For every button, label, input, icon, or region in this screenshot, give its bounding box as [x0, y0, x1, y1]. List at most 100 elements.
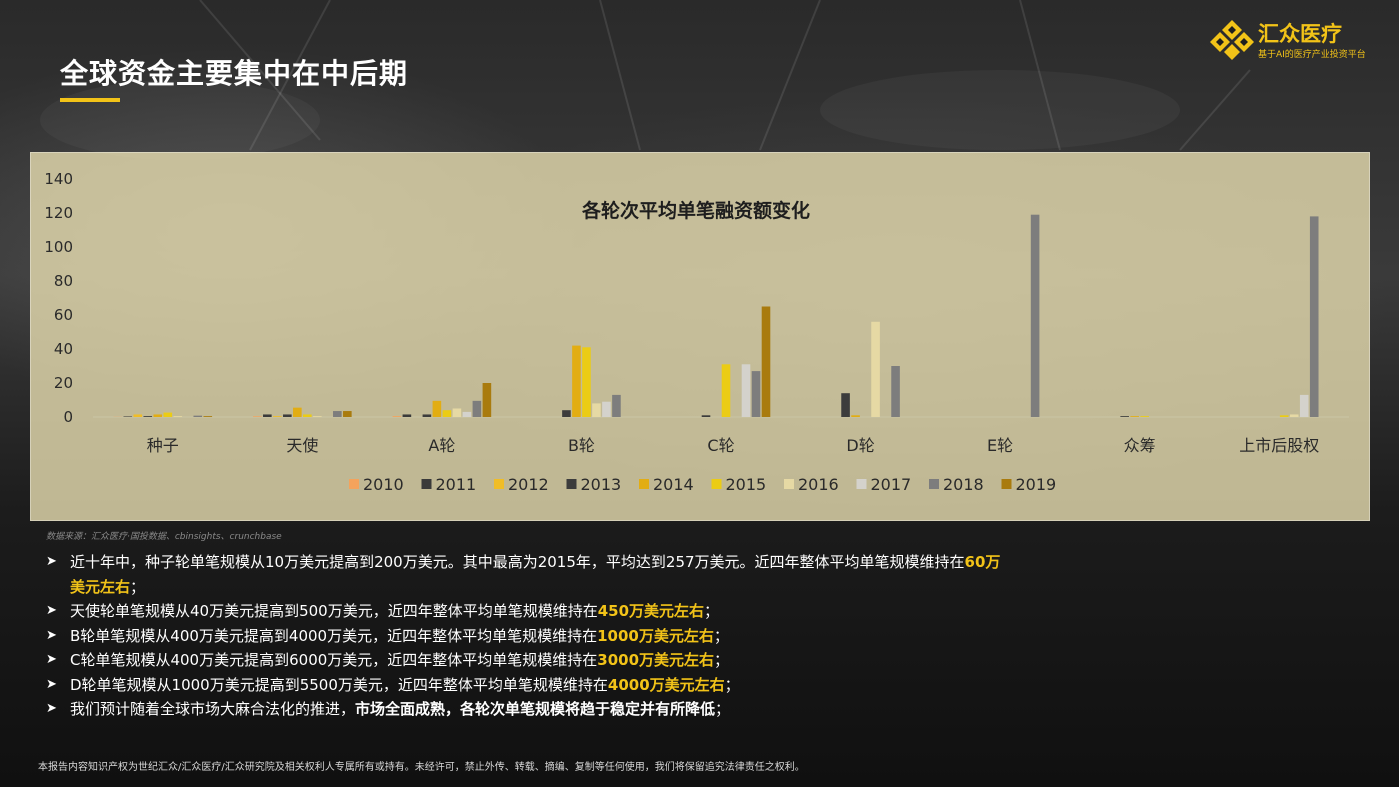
legend-swatch	[349, 479, 359, 489]
logo-name: 汇众医疗	[1258, 22, 1342, 46]
highlight-text: 450万美元左右	[597, 602, 705, 620]
bullet-arrow-icon: ➤	[46, 603, 57, 618]
legend-swatch	[784, 479, 794, 489]
bar-2019	[761, 306, 771, 417]
finding-text: C轮单笔规模从400万美元提高到6000万美元，近四年整体平均单笔规模维持在	[70, 651, 598, 669]
legend-label: 2012	[508, 475, 549, 494]
legend-label: 2011	[436, 475, 477, 494]
legend-swatch	[711, 479, 722, 489]
bar-2015	[163, 412, 173, 417]
finding-text: ；	[713, 626, 729, 645]
data-source-note: 数据来源：汇众医疗·国投数据、cbinsights、crunchbase	[46, 532, 282, 542]
bar-2014	[432, 400, 442, 417]
bar-2010	[392, 416, 402, 417]
bar-2014	[153, 414, 163, 417]
legend-swatch	[421, 479, 432, 489]
bar-2017	[602, 401, 611, 417]
highlight-text: 1000万美元左右	[597, 626, 714, 645]
page-title: 全球资金主要集中在中后期	[60, 57, 409, 90]
bar-2015	[721, 364, 731, 417]
legend-swatch	[566, 479, 577, 489]
y-tick-label: 0	[63, 408, 73, 426]
brand-logo: 汇众医疗 基于AI的医疗产业投资平台	[1210, 16, 1390, 64]
finding-text: ；	[715, 700, 731, 718]
bar-2015	[303, 414, 312, 417]
finding-text: 市场全面成熟，各轮次单笔规模将趋于稳定并有所降低	[355, 700, 716, 718]
y-tick-label: 20	[54, 374, 73, 392]
bar-2013	[422, 414, 432, 417]
x-tick-label: 众筹	[1124, 436, 1156, 455]
highlight-text: 3000万美元左右	[597, 651, 715, 669]
bar-2013	[562, 410, 571, 417]
legend-label: 2014	[653, 475, 694, 494]
bar-2011	[263, 414, 272, 417]
x-tick-label: 种子	[147, 436, 179, 455]
highlight-text: 60万美元左右	[70, 553, 1001, 596]
bar-2017	[1299, 394, 1309, 417]
x-tick-label: A轮	[428, 436, 455, 455]
y-tick-label: 140	[44, 170, 73, 188]
bar-2016	[1289, 414, 1299, 417]
bar-2012	[133, 414, 143, 417]
highlight-text: 4000万美元左右	[607, 675, 725, 694]
x-tick-label: B轮	[568, 436, 595, 455]
finding-text: ；	[704, 602, 720, 620]
x-tick-label: 上市后股权	[1239, 436, 1319, 455]
bar-2011	[123, 416, 133, 417]
funding-bar-chart: 各轮次平均单笔融资额变化 0 20 40 60 80 100 120 140 种子 天使 A轮 B轮 C轮…	[44, 170, 1349, 494]
finding-text: ；	[130, 577, 146, 596]
logo-mark-icon	[1210, 20, 1254, 60]
bar-2018	[751, 371, 761, 417]
legend-swatch	[929, 479, 939, 489]
x-tick-label: 天使	[286, 436, 318, 455]
bar-2013	[701, 415, 711, 417]
bar-2014	[572, 345, 581, 417]
bar-2013	[283, 414, 292, 417]
finding-text: 天使轮单笔规模从40万美元提高到500万美元，近四年整体平均单笔规模维持在	[70, 602, 598, 620]
bullet-arrow-icon: ➤	[46, 627, 57, 643]
legend-label: 2017	[871, 475, 912, 494]
bar-2016	[592, 403, 601, 417]
chart-title: 各轮次平均单笔融资额变化	[581, 199, 810, 222]
bar-2014	[293, 407, 302, 417]
y-tick-label: 120	[44, 204, 73, 222]
bar-2018	[1030, 214, 1040, 417]
legend-label: 2019	[1016, 475, 1057, 494]
legend-swatch	[494, 479, 504, 489]
legend-swatch	[1001, 479, 1012, 489]
bar-2013	[1120, 416, 1129, 417]
legend-label: 2016	[798, 475, 839, 494]
y-tick-label: 80	[54, 272, 73, 290]
bar-2015	[1140, 416, 1149, 417]
bar-2018	[193, 415, 203, 417]
finding-text: D轮单笔规模从1000万美元提高到5500万美元，近四年整体平均单笔规模维持在	[70, 675, 608, 694]
bar-2016	[173, 416, 183, 417]
findings-list: ➤ 近十年中，种子轮单笔规模从10万美元提高到200万美元。其中最高为2015年，…	[46, 550, 1006, 722]
bullet-arrow-icon: ➤	[46, 652, 57, 667]
bar-2017	[462, 411, 472, 417]
bar-2015	[1279, 415, 1289, 417]
legend-label: 2015	[726, 475, 767, 494]
bar-2014	[851, 415, 860, 417]
bar-2014	[1130, 416, 1139, 417]
finding-text: 近十年中，种子轮单笔规模从10万美元提高到200万美元。其中最高为2015年，平…	[70, 553, 965, 571]
bar-2019	[203, 416, 213, 417]
bullet-arrow-icon: ➤	[46, 676, 57, 692]
bar-2018	[333, 411, 342, 417]
copyright-footer: 本报告内容知识产权为世纪汇众/汇众医疗/汇众研究院及相关权利人专属所有或持有。未…	[38, 762, 805, 773]
legend-label: 2018	[943, 475, 984, 494]
y-tick-label: 60	[54, 306, 73, 324]
finding-text: B轮单笔规模从400万美元提高到4000万美元，近四年整体平均单笔规模维持在	[70, 626, 598, 645]
finding-item: ➤ 近十年中，种子轮单笔规模从10万美元提高到200万美元。其中最高为2015年，…	[46, 550, 1006, 599]
title-underline	[60, 98, 120, 102]
legend-label: 2010	[363, 475, 404, 494]
logo-tagline: 基于AI的医疗产业投资平台	[1258, 50, 1366, 60]
bar-2016	[452, 408, 462, 417]
x-tick-label: C轮	[707, 436, 734, 455]
legend-label: 2013	[581, 475, 622, 494]
finding-text: ；	[714, 651, 730, 669]
finding-item: ➤ B轮单笔规模从400万美元提高到4000万美元，近四年整体平均单笔规模维持在1…	[46, 624, 1006, 649]
bar-2019	[482, 383, 492, 417]
chart-panel: 各轮次平均单笔融资额变化 0 20 40 60 80 100 120 140 种子 天使 A轮 B轮 C轮…	[30, 152, 1370, 521]
finding-text: ；	[724, 675, 740, 694]
